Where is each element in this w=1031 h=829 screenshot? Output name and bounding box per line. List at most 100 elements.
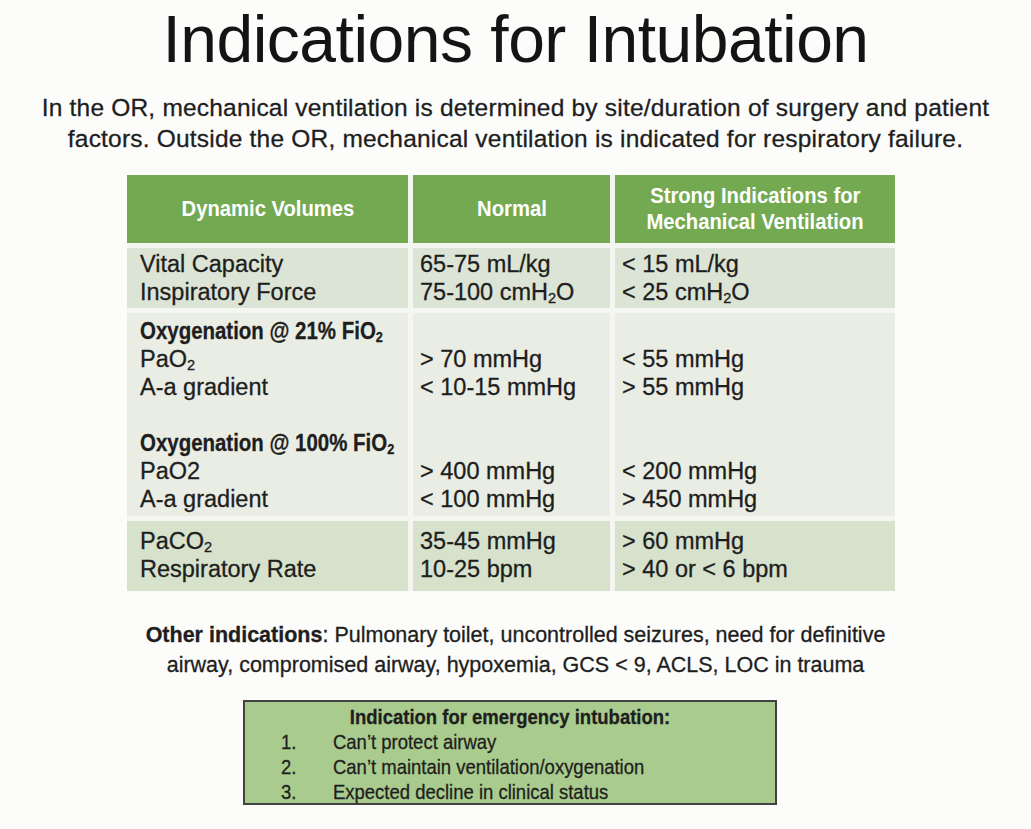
cell-line [420, 401, 610, 429]
emergency-item-2: 2. Can’t maintain ventilation/oxygenatio… [245, 754, 775, 779]
cell-line: 35-45 mmHg [420, 527, 610, 555]
other-indications-prefix: Other indications [146, 623, 323, 647]
page-title-text: Indications for Intubation [162, 3, 868, 75]
other-indications-line-1: Other indications: Pulmonary toilet, unc… [0, 620, 1031, 650]
section1-strong: < 15 mL/kg < 25 cmH2O [615, 248, 895, 308]
intro-line-1: In the OR, mechanical ventilation is det… [0, 92, 1031, 123]
cell-line [420, 317, 610, 345]
sq: < 100 mmHg [420, 485, 555, 513]
cell-line: < 200 mmHg [622, 457, 895, 485]
section2-labels: Oxygenation @ 21% FiO2 PaO2 A-a gradient… [127, 313, 408, 516]
emergency-item-1-number: 1. [281, 729, 333, 754]
cell-line [622, 317, 895, 345]
sq: 1. [281, 729, 296, 754]
slide: Indications for Intubation In the OR, me… [0, 0, 1031, 829]
sq: > 55 mmHg [622, 373, 744, 401]
emergency-item-3-number: 3. [281, 779, 333, 804]
emergency-item-1-text: Can’t protect airway [333, 729, 496, 754]
header-strong-indications-line-2: Mechanical Ventilation [646, 209, 863, 235]
header-dynamic-volumes-text: Dynamic Volumes [181, 196, 354, 222]
section3-labels: PaCO2 Respiratory Rate [127, 521, 408, 591]
cell-line [622, 429, 895, 457]
header-strong-indications: Strong Indications for Mechanical Ventil… [615, 175, 895, 243]
sq: Vital Capacity [140, 250, 283, 278]
emergency-item-2-number: 2. [281, 754, 333, 779]
cell-line: < 100 mmHg [420, 485, 610, 513]
sq: Oxygenation @ 21% FiO2 [140, 317, 383, 345]
sq: > 40 or < 6 bpm [622, 555, 788, 583]
cell-line: Vital Capacity [140, 250, 408, 278]
cell-line: Oxygenation @ 21% FiO2 [140, 317, 408, 345]
section1-normal: 65-75 mL/kg 75-100 cmH2O [413, 248, 610, 308]
emergency-box-title: Indication for emergency intubation: [245, 705, 775, 728]
header-strong-indications-line-1: Strong Indications for [650, 183, 860, 209]
sq: > 70 mmHg [420, 345, 542, 373]
cell-line: 65-75 mL/kg [420, 250, 610, 278]
sq: Inspiratory Force [140, 278, 316, 306]
sq: > 450 mmHg [622, 485, 757, 513]
sq: < 25 cmH2O [622, 278, 750, 306]
cell-line: PaO2 [140, 345, 408, 373]
sq: > 60 mmHg [622, 527, 744, 555]
emergency-item-3-text: Expected decline in clinical status [333, 779, 608, 804]
subscript-2: 2 [723, 290, 731, 306]
cell-line: > 40 or < 6 bpm [622, 555, 895, 583]
cell-line: PaO2 [140, 457, 408, 485]
section3-normal: 35-45 mmHg 10-25 bpm [413, 521, 610, 591]
emergency-item-3: 3. Expected decline in clinical status [245, 779, 775, 804]
intro-paragraph: In the OR, mechanical ventilation is det… [0, 92, 1031, 154]
sq: 10-25 bpm [420, 555, 532, 583]
emergency-item-1: 1. Can’t protect airway [245, 729, 775, 754]
subscript-2: 2 [548, 290, 556, 306]
section2-strong: < 55 mmHg > 55 mmHg < 200 mmHg > 450 mmH… [615, 313, 895, 516]
sq: A-a gradient [140, 485, 268, 513]
intro-line-2-text: factors. Outside the OR, mechanical vent… [68, 123, 963, 154]
subscript-2: 2 [204, 539, 212, 555]
sq: PaO2 [140, 457, 200, 485]
cell-line: Oxygenation @ 100% FiO2 [140, 429, 408, 457]
section1-labels: Vital Capacity Inspiratory Force [127, 248, 408, 308]
emergency-item-2-text: Can’t maintain ventilation/oxygenation [333, 754, 644, 779]
sq: 35-45 mmHg [420, 527, 556, 555]
cell-line: < 55 mmHg [622, 345, 895, 373]
intro-line-2: factors. Outside the OR, mechanical vent… [0, 123, 1031, 154]
ventilation-table: Dynamic Volumes Normal Strong Indication… [127, 175, 895, 591]
cell-line: > 60 mmHg [622, 527, 895, 555]
sq: 75-100 cmH2O [420, 278, 574, 306]
other-indications-line-2-text: airway, compromised airway, hypoxemia, G… [167, 650, 865, 680]
header-dynamic-volumes: Dynamic Volumes [127, 175, 408, 243]
cell-line: PaCO2 [140, 527, 408, 555]
sq: A-a gradient [140, 373, 268, 401]
emergency-box-title-text: Indication for emergency intubation: [350, 705, 670, 728]
subscript-2: 2 [376, 329, 383, 345]
cell-line: > 450 mmHg [622, 485, 895, 513]
sq: < 15 mL/kg [622, 250, 739, 278]
cell-line [140, 401, 408, 429]
sq: > 400 mmHg [420, 457, 555, 485]
cell-line: < 25 cmH2O [622, 278, 895, 306]
cell-line: < 10-15 mmHg [420, 373, 610, 401]
sq: Respiratory Rate [140, 555, 316, 583]
subscript-2: 2 [187, 357, 195, 373]
cell-line: > 400 mmHg [420, 457, 610, 485]
intro-line-1-text: In the OR, mechanical ventilation is det… [42, 92, 990, 123]
sq: < 55 mmHg [622, 345, 744, 373]
cell-line: A-a gradient [140, 485, 408, 513]
cell-line: Inspiratory Force [140, 278, 408, 306]
cell-line: > 70 mmHg [420, 345, 610, 373]
other-indications: Other indications: Pulmonary toilet, unc… [0, 620, 1031, 680]
cell-line: A-a gradient [140, 373, 408, 401]
sq: Oxygenation @ 100% FiO2 [140, 429, 394, 457]
cell-line: < 15 mL/kg [622, 250, 895, 278]
sq: Other indications: Pulmonary toilet, unc… [146, 620, 886, 650]
subscript-2: 2 [387, 441, 394, 457]
section2-normal: > 70 mmHg < 10-15 mmHg > 400 mmHg < 100 … [413, 313, 610, 516]
sq: < 200 mmHg [622, 457, 757, 485]
sq: < 10-15 mmHg [420, 373, 576, 401]
other-indications-line-2: airway, compromised airway, hypoxemia, G… [0, 650, 1031, 680]
sq: PaO2 [140, 345, 195, 373]
section3-strong: > 60 mmHg > 40 or < 6 bpm [615, 521, 895, 591]
cell-line: 75-100 cmH2O [420, 278, 610, 306]
sq: 3. [281, 779, 296, 804]
sq: PaCO2 [140, 527, 212, 555]
